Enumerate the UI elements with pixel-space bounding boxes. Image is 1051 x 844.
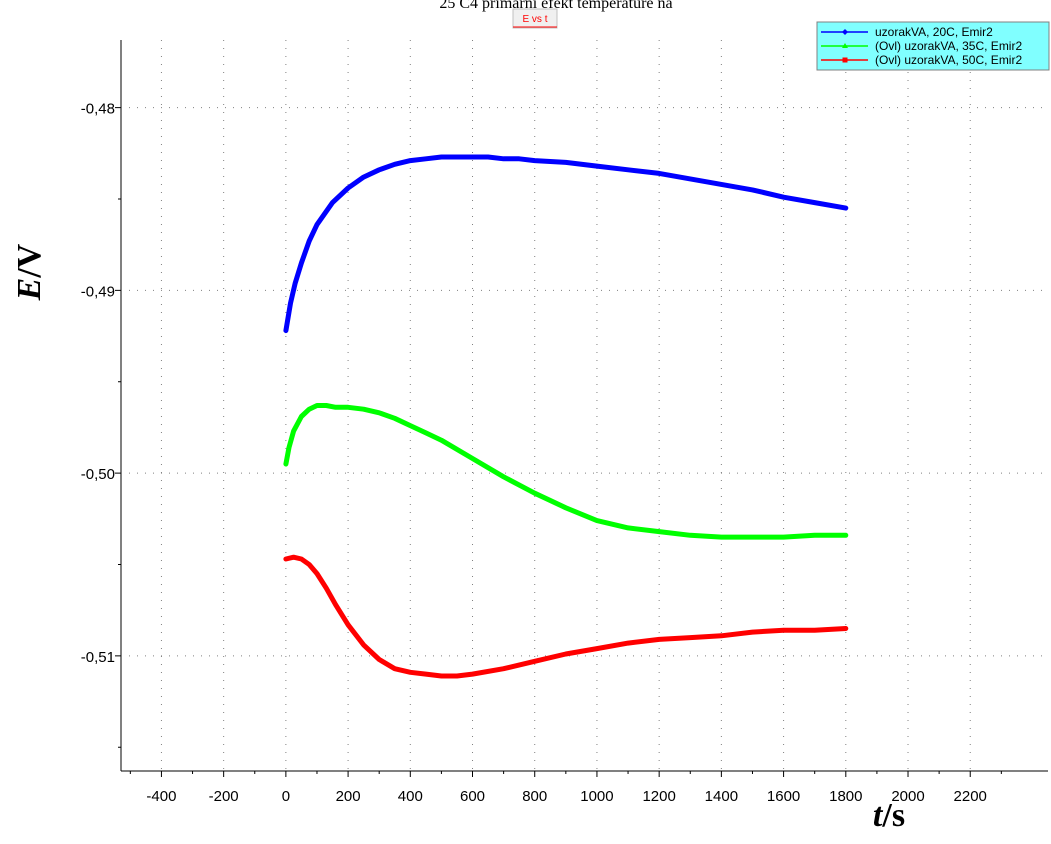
y-axis-title-unit: /V <box>11 243 48 278</box>
x-tick-label: 800 <box>522 788 547 805</box>
axis-ticks: -400 -200 0 200 400 600 800 1000 1200 1400 1600 180… <box>81 101 1002 805</box>
x-tick-label: 1800 <box>829 788 862 805</box>
y-axis-title-var: E <box>11 278 48 302</box>
chart-title: 25 C4 primarni efekt temperature na <box>439 0 672 12</box>
y-tick-label: -0,49 <box>81 283 115 300</box>
x-tick-label: 600 <box>460 788 485 805</box>
series-line-1 <box>283 154 849 334</box>
x-tick-label: 1400 <box>705 788 738 805</box>
x-axis-title-var: t <box>873 797 884 834</box>
y-tick-label: -0,50 <box>81 466 115 483</box>
x-tick-label: 400 <box>398 788 423 805</box>
legend-marker-triangle <box>842 43 848 48</box>
x-tick-label: -200 <box>209 788 239 805</box>
y-tick-label: -0,51 <box>81 649 115 666</box>
x-tick-label: -400 <box>146 788 176 805</box>
series-lines <box>283 154 849 679</box>
chart-subtitle: E vs t <box>522 14 547 25</box>
x-axis-title-unit: /s <box>881 797 905 834</box>
legend: uzorakVA, 20C, Emir2(Ovl) uzorakVA, 35C,… <box>816 21 1050 71</box>
series-line-2 <box>283 403 849 540</box>
x-tick-label: 1200 <box>642 788 675 805</box>
x-tick-label: 2000 <box>891 788 924 805</box>
x-tick-label: 2200 <box>954 788 987 805</box>
chart-subtitle-box: E vs t <box>512 8 558 29</box>
legend-marker-diamond <box>842 29 848 35</box>
series-line-3 <box>283 554 849 679</box>
legend-label: uzorakVA, 20C, Emir2 <box>875 25 993 39</box>
y-tick-label: -0,48 <box>81 101 115 118</box>
x-tick-label: 200 <box>336 788 361 805</box>
x-tick-label: 1000 <box>580 788 613 805</box>
x-tick-label: 0 <box>282 788 290 805</box>
legend-label: (Ovl) uzorakVA, 50C, Emir2 <box>875 53 1022 67</box>
x-tick-label: 1600 <box>767 788 800 805</box>
y-axis-title: E/V <box>11 243 48 301</box>
grid <box>121 40 1048 771</box>
x-axis-title: t/s <box>873 797 905 834</box>
legend-label: (Ovl) uzorakVA, 35C, Emir2 <box>875 39 1022 53</box>
legend-marker-square <box>842 57 848 63</box>
